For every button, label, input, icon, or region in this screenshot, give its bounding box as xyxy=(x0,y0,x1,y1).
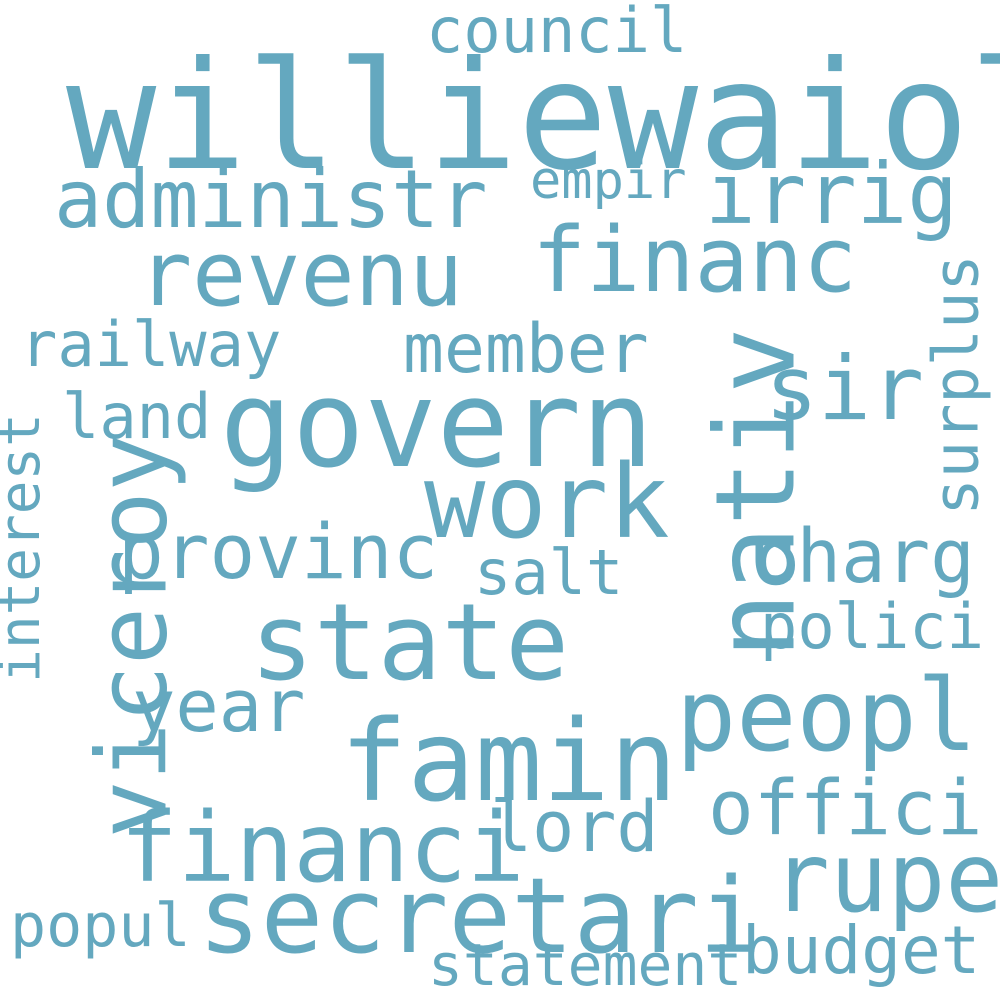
word-popul: popul xyxy=(10,891,191,961)
word-empir: empir xyxy=(530,151,687,211)
word-salt: salt xyxy=(474,536,624,609)
word-williewaiola: williewaiola xyxy=(66,30,1000,204)
word-famin: famin xyxy=(340,697,678,827)
word-rupe: rupe xyxy=(772,822,1000,934)
word-railway: railway xyxy=(20,308,282,381)
word-irrig: irrig xyxy=(705,145,958,243)
word-year: year xyxy=(132,664,306,748)
word-charg: charg xyxy=(752,514,975,600)
word-lord: lord xyxy=(490,786,659,868)
word-state: state xyxy=(250,581,570,704)
word-interest: interest xyxy=(0,413,53,683)
word-nativ: nativ xyxy=(691,327,820,659)
word-offici: offici xyxy=(708,763,983,852)
word-govern: govern xyxy=(220,356,654,495)
word-member: member xyxy=(403,310,649,389)
word-provinc: provinc xyxy=(118,507,439,596)
word-statement: statement xyxy=(428,931,743,999)
word-financi: financi xyxy=(120,792,525,904)
word-viceroy: viceroy xyxy=(76,433,189,839)
word-land: land xyxy=(62,380,212,453)
word-secretari: secretari xyxy=(198,855,762,977)
word-administr: administr xyxy=(54,153,488,246)
word-sir: sir xyxy=(765,337,924,440)
word-work: work xyxy=(424,443,670,562)
word-surplus: surplus xyxy=(919,254,993,516)
word-council: council xyxy=(426,0,688,67)
word-financ: financ xyxy=(532,208,858,313)
word-revenu: revenu xyxy=(138,222,464,327)
word-budget: budget xyxy=(742,912,981,989)
word-peopl: peopl xyxy=(676,657,978,774)
word-polici: polici xyxy=(760,590,984,663)
